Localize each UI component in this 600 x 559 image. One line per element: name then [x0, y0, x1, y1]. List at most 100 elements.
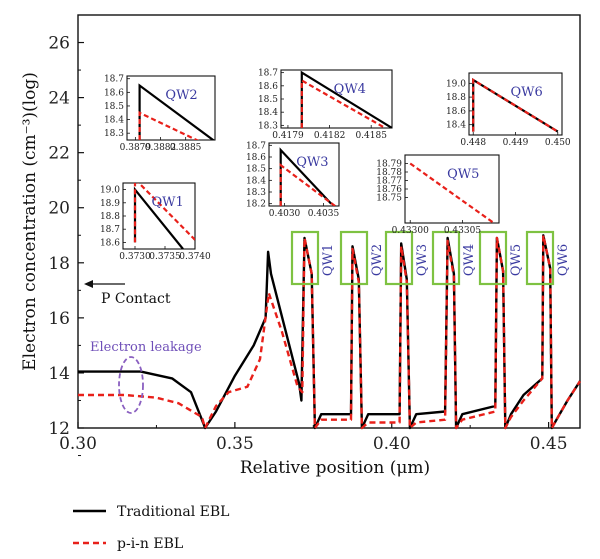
- inset-title: QW3: [296, 155, 328, 170]
- inset-y-tick-label: 18.2: [246, 200, 266, 210]
- inset-y-tick-label: 18.3: [258, 121, 278, 131]
- y-tick-label: 22: [48, 144, 70, 164]
- inset-y-tick-label: 18.5: [258, 95, 278, 105]
- inset-x-tick-label: 0.3882: [145, 143, 177, 153]
- qw-highlight-box: [384, 230, 414, 286]
- inset-y-tick-label: 18.4: [258, 108, 278, 118]
- inset-x-tick-label: 0.4185: [355, 131, 387, 141]
- qw-highlight-box: [431, 230, 461, 286]
- inset-y-tick-label: 18.6: [246, 153, 266, 163]
- inset-y-tick-label: 18.3: [104, 129, 124, 139]
- inset-frame: [122, 182, 196, 250]
- inset-x-tick-label: 0.449: [503, 138, 529, 148]
- qw-vertical-label: QW5: [509, 244, 524, 276]
- inset-y-tick-label: 18.7: [258, 69, 278, 79]
- y-tick-label: 12: [48, 419, 70, 439]
- qw-vertical-label: QW1: [321, 244, 336, 276]
- qw-vertical-label: QW2: [370, 244, 385, 276]
- inset-y-tick-label: 18.7: [246, 141, 266, 151]
- inset-y-tick-label: 18.78: [376, 168, 402, 178]
- qw-vertical-label: QW3: [415, 244, 430, 276]
- inset-pin-line: [279, 163, 336, 206]
- legend: Traditional EBL p-i-n EBL: [73, 504, 229, 552]
- legend-label-traditional: Traditional EBL: [117, 504, 229, 520]
- qw-highlight-box: [339, 230, 369, 286]
- p-contact-label: P Contact: [101, 291, 171, 307]
- y-tick-label: 26: [48, 34, 70, 54]
- series-pin-ebl: [78, 234, 582, 430]
- qw-highlight-box: [525, 230, 555, 286]
- plot-frame: [77, 14, 581, 429]
- p-contact-arrowhead: [84, 280, 93, 288]
- inset-title: QW5: [447, 167, 479, 182]
- x-tick-label: 0.40: [373, 434, 411, 454]
- inset-x-tick-label: 0.448: [460, 138, 486, 148]
- inset-pin-line: [409, 162, 495, 223]
- inset-y-tick-label: 19.0: [446, 79, 466, 89]
- inset-x-tick-label: 0.3730: [119, 252, 151, 262]
- inset-x-tick-label: 0.3740: [179, 252, 211, 262]
- series-traditional-ebl: [78, 234, 582, 430]
- inset-x-tick-label: 0.3735: [149, 252, 181, 262]
- inset-pin-line: [472, 77, 559, 133]
- inset-pin-line: [138, 111, 200, 140]
- inset-pin-line: [133, 183, 195, 243]
- x-tick-label: 0.30: [59, 434, 97, 454]
- inset-title: QW6: [511, 85, 543, 100]
- legend-label-pin: p-i-n EBL: [117, 536, 183, 552]
- inset-y-tick-label: 18.7: [100, 225, 120, 235]
- x-tick-label: 0.35: [216, 434, 254, 454]
- inset-title: QW2: [165, 88, 197, 103]
- inset-y-tick-label: 18.77: [376, 177, 402, 187]
- inset-y-tick-label: 18.7: [104, 75, 124, 85]
- inset-qw6: 19.0 18.8 18.6 18.4 0.448 0.449 0.450 QW6: [446, 72, 571, 148]
- inset-y-tick-label: 18.4: [246, 176, 266, 186]
- inset-y-tick-label: 18.79: [376, 160, 402, 170]
- qw-vertical-label: QW6: [556, 244, 571, 276]
- inset-x-tick-label: 0.4035: [308, 209, 340, 219]
- y-tick-label: 14: [48, 364, 70, 384]
- inset-y-tick-label: 18.76: [376, 185, 402, 195]
- inset-x-tick-label: 0.3885: [170, 143, 202, 153]
- inset-y-tick-label: 18.4: [104, 116, 124, 126]
- inset-frame: [280, 69, 393, 129]
- inset-y-tick-label: 18.6: [446, 107, 466, 117]
- inset-y-tick-label: 18.5: [104, 102, 124, 112]
- y-tick-label: 24: [48, 89, 70, 109]
- x-axis-title: Relative position (μm): [240, 458, 430, 478]
- inset-x-tick-label: 0.4179: [272, 131, 304, 141]
- y-tick-label: 16: [48, 309, 70, 329]
- inset-x-tick-label: 0.4182: [314, 131, 346, 141]
- inset-x-tick-label: 0.43305: [444, 226, 481, 236]
- inset-y-tick-label: 18.75: [376, 194, 402, 204]
- qw-highlight-box: [290, 230, 320, 286]
- inset-x-tick-label: 0.4030: [269, 209, 301, 219]
- y-tick-label: 18: [48, 254, 70, 274]
- inset-x-tick-label: 0.450: [545, 138, 571, 148]
- inset-y-tick-label: 19.0: [100, 186, 120, 196]
- y-axis-title: Electron concentration (cm⁻³)(log): [20, 72, 40, 371]
- main-plot: 12 14 16 18 20 22 24 26 0.30 0.35 0.40 0.45 Relative…: [20, 14, 582, 478]
- electron-leakage-label: Electron leakage: [90, 340, 202, 355]
- inset-y-tick-label: 18.3: [246, 188, 266, 198]
- inset-frame: [404, 154, 500, 224]
- qw-highlight-box: [478, 230, 508, 286]
- inset-y-tick-label: 18.8: [100, 212, 120, 222]
- x-tick-label: 0.45: [530, 434, 568, 454]
- inset-y-tick-label: 18.4: [446, 121, 466, 131]
- annotations: P Contact Electron leakage: [84, 280, 202, 414]
- inset-qw3: 18.7 18.6 18.518.4 18.3 18.20.4030 0.4035 QW3: [246, 141, 340, 219]
- inset-qw4: 18.7 18.6 18.5 18.4 18.30.4179 0.4182 0.4185 QW…: [258, 69, 393, 141]
- inset-title: QW1: [151, 195, 183, 210]
- inset-x-tick-label: 0.43300: [392, 226, 429, 236]
- inset-y-tick-label: 18.6: [104, 88, 124, 98]
- inset-y-tick-label: 18.9: [100, 199, 120, 209]
- qw-vertical-label: QW4: [462, 244, 477, 276]
- inset-y-tick-label: 18.5: [246, 165, 266, 175]
- inset-y-tick-label: 18.6: [100, 238, 120, 248]
